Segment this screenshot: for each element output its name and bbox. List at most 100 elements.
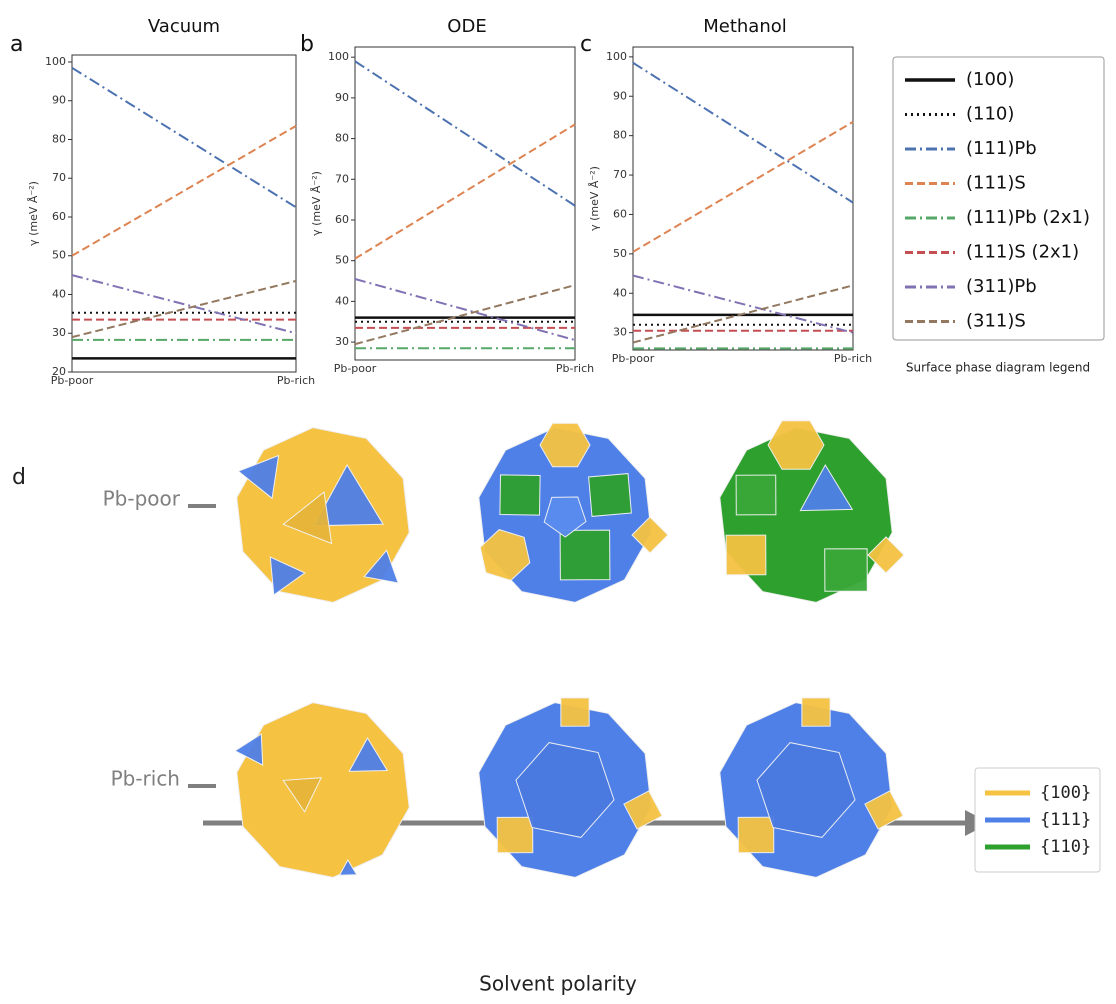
crystal-facet <box>867 536 905 574</box>
series-line <box>71 279 297 339</box>
y-tick-label: 70 <box>613 168 627 181</box>
y-tick-label: 100 <box>45 55 66 68</box>
series-line <box>71 66 297 209</box>
y-tick-label: 80 <box>613 129 627 142</box>
series-line <box>354 278 576 342</box>
x-tick-label: Pb-poor <box>612 352 655 365</box>
y-tick-label: 100 <box>328 50 349 63</box>
facet-label: {100} <box>1040 783 1091 803</box>
legend-label: (111)Pb (2x1) <box>966 207 1090 228</box>
y-tick-label: 50 <box>335 254 349 267</box>
crystal-facet <box>543 496 587 538</box>
chart-title: Vacuum <box>148 16 220 37</box>
y-tick-label: 100 <box>606 50 627 63</box>
axis-label: Solvent polarity <box>479 972 637 996</box>
legend-label: (111)S (2x1) <box>966 242 1079 263</box>
crystal-facet <box>348 737 389 772</box>
y-tick-label: 40 <box>52 287 66 300</box>
y-axis-label: γ (meV Å⁻²) <box>588 166 601 231</box>
crystal-facet <box>756 742 856 838</box>
series-line <box>632 121 854 253</box>
facet-label: {110} <box>1040 837 1091 857</box>
legend-label: (311)Pb <box>966 276 1037 297</box>
y-tick-label: 60 <box>52 210 66 223</box>
crystal-facet <box>767 420 825 470</box>
panel-label: b <box>300 32 314 57</box>
legend-label: (100) <box>966 69 1014 90</box>
y-tick-label: 20 <box>52 365 66 378</box>
series-line <box>354 284 576 346</box>
x-tick-label: Pb-rich <box>834 352 872 365</box>
crystal-facet <box>479 529 531 581</box>
chart-title: Methanol <box>703 16 787 37</box>
crystal-facet <box>363 549 399 584</box>
legend-label: (111)Pb <box>966 138 1037 159</box>
crystal-facet <box>623 790 663 830</box>
crystal-facet <box>539 422 591 468</box>
series-line <box>71 125 297 257</box>
x-tick-label: Pb-poor <box>334 362 377 375</box>
legend-caption: Surface phase diagram legend <box>906 361 1090 375</box>
crystal-facet <box>588 473 632 517</box>
series-line <box>354 60 576 207</box>
y-tick-label: 70 <box>335 172 349 185</box>
y-tick-label: 40 <box>613 286 627 299</box>
crystal-facet <box>631 516 669 554</box>
crystal-facet <box>237 454 280 500</box>
x-tick-label: Pb-poor <box>51 374 94 387</box>
plot-frame <box>632 46 854 351</box>
crystal-facet <box>515 742 615 838</box>
y-tick-label: 80 <box>335 132 349 145</box>
legend-box <box>892 56 1105 341</box>
series-line <box>71 274 297 335</box>
panel-label: c <box>580 32 592 57</box>
crystal-facet <box>560 697 590 727</box>
y-tick-label: 90 <box>52 94 66 107</box>
legend-label: (111)S <box>966 173 1026 194</box>
crystal-facet <box>233 733 264 766</box>
crystal-facet <box>735 474 777 516</box>
series-line <box>632 284 854 344</box>
y-tick-label: 30 <box>52 326 66 339</box>
y-tick-label: 30 <box>613 326 627 339</box>
chart-title: ODE <box>447 16 486 37</box>
row-label: Pb-rich <box>111 767 180 791</box>
crystal-facet <box>282 491 333 545</box>
crystal-facet <box>282 777 323 813</box>
crystal-facet <box>725 534 767 576</box>
plot-frame <box>354 46 576 361</box>
series-line <box>632 61 854 204</box>
row-label: Pb-poor <box>103 487 181 511</box>
plot-frame <box>71 54 297 373</box>
panel-label: d <box>12 465 26 490</box>
crystal-facet <box>312 464 384 527</box>
y-axis-label: γ (meV Å⁻²) <box>310 171 323 236</box>
facet-label: {111} <box>1040 810 1091 830</box>
y-tick-label: 50 <box>52 249 66 262</box>
crystal-facet <box>737 816 775 854</box>
y-tick-label: 60 <box>613 207 627 220</box>
crystal-facet <box>801 697 831 727</box>
y-tick-label: 60 <box>335 213 349 226</box>
y-tick-label: 40 <box>335 294 349 307</box>
panel-label: a <box>10 32 23 57</box>
x-tick-label: Pb-rich <box>556 362 594 375</box>
legend-label: (110) <box>966 104 1014 125</box>
y-axis-label: γ (meV Å⁻²) <box>27 181 40 246</box>
crystal-facet <box>269 556 306 596</box>
y-tick-label: 70 <box>52 171 66 184</box>
y-tick-label: 90 <box>613 89 627 102</box>
y-tick-label: 90 <box>335 91 349 104</box>
legend-label: (311)S <box>966 311 1026 332</box>
y-tick-label: 50 <box>613 247 627 260</box>
crystal-facet <box>799 463 854 512</box>
crystal-facet <box>559 529 611 581</box>
crystal-facet <box>338 858 358 876</box>
crystal-facet <box>864 790 904 830</box>
x-tick-label: Pb-rich <box>277 374 315 387</box>
crystal-facet <box>496 816 534 854</box>
series-line <box>632 274 854 334</box>
crystal-facet <box>824 548 868 592</box>
series-line <box>354 123 576 260</box>
